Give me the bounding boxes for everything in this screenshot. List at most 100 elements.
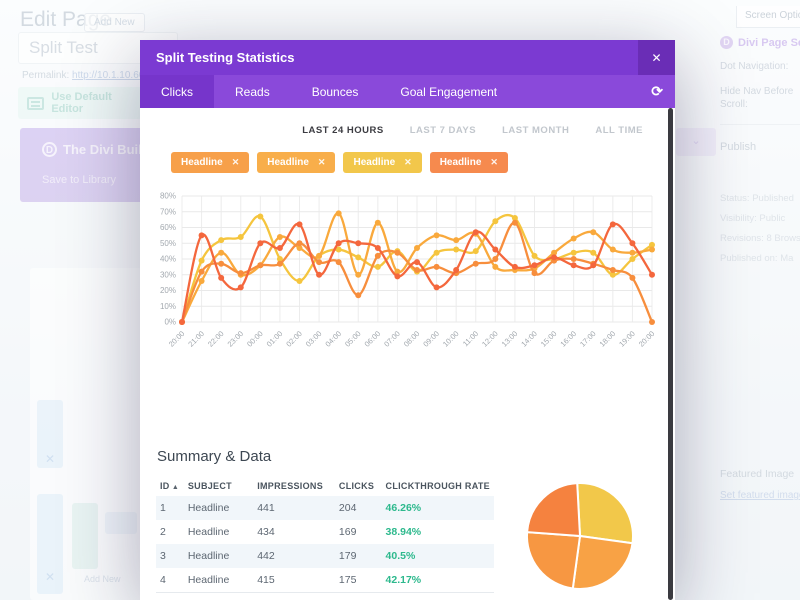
column-header-subject[interactable]: SUBJECT: [187, 481, 232, 491]
remove-tag-icon[interactable]: ✕: [231, 157, 240, 167]
divi-page-settings-header: D Divi Page Settings: [720, 36, 800, 49]
editor-icon: [27, 96, 45, 110]
svg-text:20:00: 20:00: [167, 329, 187, 349]
column-header-clicks[interactable]: CLICKS: [338, 481, 375, 491]
divider: [720, 124, 800, 125]
svg-text:20:00: 20:00: [637, 329, 657, 349]
module-box[interactable]: [105, 512, 137, 534]
subject-tag-label: Headline: [181, 157, 223, 168]
pie-chart-block: HeadlineHeadlineHeadline: [524, 480, 664, 600]
remove-tag-icon[interactable]: ✕: [490, 157, 498, 167]
svg-text:70%: 70%: [160, 207, 176, 216]
svg-text:16:00: 16:00: [558, 329, 578, 349]
pie-slice-headline-4: [526, 482, 582, 538]
collapse-chevron-icon[interactable]: ⌄: [676, 128, 716, 156]
svg-text:50%: 50%: [160, 239, 176, 248]
svg-text:80%: 80%: [160, 192, 176, 201]
builder-modules-panel: [30, 268, 142, 600]
tab-goal-engagement[interactable]: Goal Engagement: [400, 84, 498, 99]
cell-impressions: 415: [257, 574, 275, 586]
divi-builder-title: D The Divi Builder: [42, 142, 162, 157]
cell-subject: Headline: [187, 502, 230, 514]
save-to-library-button[interactable]: Save to Library: [42, 174, 116, 186]
table-row: 2 Headline 434 169 38.94%: [156, 520, 494, 544]
column-header-id[interactable]: ID ▲: [160, 481, 180, 491]
svg-text:40%: 40%: [160, 255, 176, 264]
filter-last-7-days[interactable]: LAST 7 DAYS: [409, 125, 477, 136]
svg-text:21:00: 21:00: [186, 329, 206, 349]
module-box[interactable]: [37, 494, 63, 594]
module-box[interactable]: [37, 400, 63, 468]
svg-text:10:00: 10:00: [441, 329, 461, 349]
svg-text:08:00: 08:00: [402, 329, 422, 349]
svg-text:04:00: 04:00: [323, 329, 343, 349]
svg-text:00:00: 00:00: [245, 329, 265, 349]
subject-tag-3[interactable]: Headline ✕: [343, 152, 422, 173]
permalink-link[interactable]: http://10.1.10.60: [72, 70, 145, 81]
cell-id: 3: [160, 550, 166, 562]
hide-nav-label: Hide Nav Before: [720, 86, 794, 97]
published-on-label: Published on: Ma: [720, 253, 794, 264]
clickthrough-line-chart: 0% 10% 20% 30% 40% 50% 60% 70% 80% 20:00 21:00 22:0…: [148, 186, 660, 373]
subject-tag-label: Headline: [353, 157, 396, 168]
remove-tag-icon[interactable]: ✕: [404, 157, 412, 167]
status-label: Status: Published: [720, 193, 794, 204]
filter-last-month[interactable]: LAST MONTH: [502, 125, 570, 136]
refresh-icon: ⟳: [651, 83, 663, 99]
total-cell: 41.97%: [381, 592, 494, 600]
table-row: 1 Headline 441 204 46.26%: [156, 496, 494, 520]
subject-tag-1[interactable]: Headline ✕: [171, 152, 250, 173]
refresh-button[interactable]: ⟳: [651, 75, 663, 108]
remove-tag-icon[interactable]: ✕: [317, 157, 326, 167]
svg-text:0%: 0%: [164, 318, 176, 327]
svg-text:10%: 10%: [160, 302, 176, 311]
pie-slice-headline-2: [571, 534, 634, 590]
modal-scrollbar[interactable]: [668, 108, 673, 600]
filter-all-time[interactable]: ALL TIME: [595, 125, 643, 136]
set-featured-image-link[interactable]: Set featured image: [720, 490, 800, 501]
filter-last-24-hours[interactable]: LAST 24 HOURS: [302, 125, 384, 136]
split-testing-statistics-modal: Split Testing Statistics ✕ Clicks Reads Bo…: [140, 40, 675, 600]
svg-text:17:00: 17:00: [578, 329, 598, 349]
tab-clicks[interactable]: Clicks: [140, 75, 214, 108]
table-row: 4 Headline 415 175 42.17%: [156, 568, 494, 593]
total-cell: 727: [334, 592, 382, 600]
svg-text:03:00: 03:00: [304, 329, 324, 349]
cell-subject: Headline: [187, 574, 230, 586]
close-button[interactable]: ✕: [638, 40, 675, 75]
svg-text:13:00: 13:00: [500, 329, 520, 349]
cell-id: 1: [160, 502, 166, 514]
svg-text:15:00: 15:00: [539, 329, 559, 349]
subject-tag-2[interactable]: Headline ✕: [257, 152, 336, 173]
subject-tag-4[interactable]: Headline ✕: [429, 152, 508, 173]
cell-id: 2: [160, 526, 166, 538]
table-row: 3 Headline 442 179 40.5%: [156, 544, 494, 568]
screen-options-button[interactable]: Screen Options: [736, 6, 800, 28]
cell-rate: 42.17%: [385, 574, 422, 586]
module-box[interactable]: [72, 503, 98, 569]
svg-text:12:00: 12:00: [480, 329, 500, 349]
delete-module-icon[interactable]: ✕: [45, 570, 56, 584]
column-header-impressions[interactable]: IMPRESSIONS: [257, 481, 323, 491]
add-module-button[interactable]: Add New: [84, 574, 121, 584]
use-default-editor-label: Use Default Editor: [51, 91, 112, 115]
cell-subject: Headline: [187, 526, 230, 538]
svg-text:01:00: 01:00: [265, 329, 285, 349]
svg-text:11:00: 11:00: [461, 329, 480, 348]
svg-text:23:00: 23:00: [226, 329, 246, 349]
featured-image-heading: Featured Image: [720, 468, 795, 480]
delete-module-icon[interactable]: ✕: [45, 452, 56, 466]
tab-bounces[interactable]: Bounces: [311, 84, 359, 99]
tab-reads[interactable]: Reads: [235, 84, 270, 99]
svg-text:60%: 60%: [160, 223, 176, 232]
svg-text:20%: 20%: [160, 286, 176, 295]
pie-slice-headline-3: [525, 531, 582, 590]
svg-text:30%: 30%: [160, 270, 176, 279]
add-new-button[interactable]: Add New: [84, 13, 145, 32]
divi-logo-icon: D: [720, 36, 733, 49]
column-header-clickthrough-rate[interactable]: CLICKTHROUGH RATE: [385, 481, 490, 491]
svg-text:14:00: 14:00: [519, 329, 539, 349]
svg-text:19:00: 19:00: [617, 329, 637, 349]
use-default-editor-button[interactable]: Use Default Editor: [18, 87, 142, 119]
svg-text:05:00: 05:00: [343, 329, 363, 349]
